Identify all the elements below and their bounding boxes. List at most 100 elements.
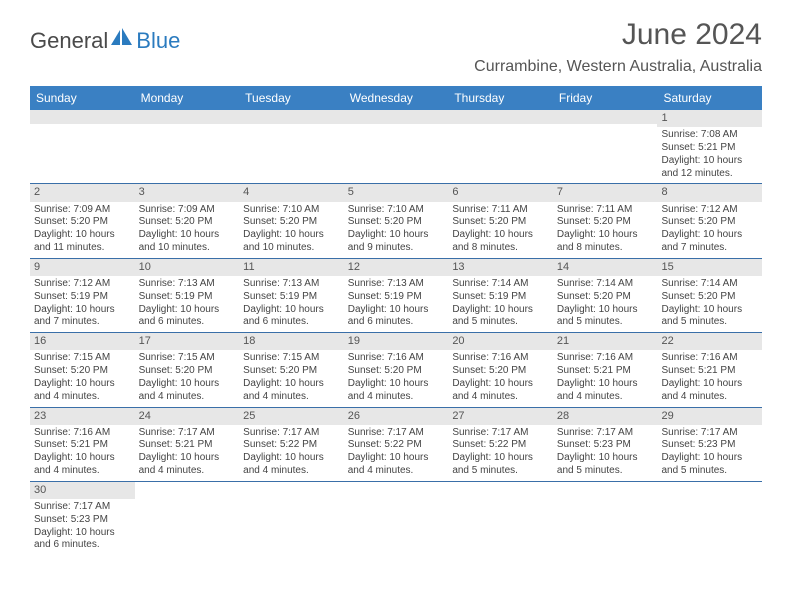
calendar-header-cell: Thursday	[448, 86, 553, 110]
day-number	[135, 110, 240, 124]
month-title: June 2024	[474, 18, 762, 52]
day-number: 21	[553, 333, 658, 350]
day-number	[553, 482, 658, 496]
day-number	[30, 110, 135, 124]
day-number	[344, 110, 449, 124]
daylight-text: Daylight: 10 hours and 7 minutes.	[661, 229, 758, 255]
sunrise-text: Sunrise: 7:11 AM	[452, 204, 549, 217]
daylight-text: Daylight: 10 hours and 5 minutes.	[452, 452, 549, 478]
day-number: 28	[553, 408, 658, 425]
day-number: 2	[30, 184, 135, 201]
calendar-cell: 16Sunrise: 7:15 AMSunset: 5:20 PMDayligh…	[30, 333, 135, 406]
daylight-text: Daylight: 10 hours and 4 minutes.	[34, 452, 131, 478]
sunrise-text: Sunrise: 7:08 AM	[661, 129, 758, 142]
sunrise-text: Sunrise: 7:17 AM	[348, 427, 445, 440]
day-details: Sunrise: 7:17 AMSunset: 5:21 PMDaylight:…	[135, 425, 240, 481]
day-details: Sunrise: 7:13 AMSunset: 5:19 PMDaylight:…	[135, 276, 240, 332]
calendar-cell: 22Sunrise: 7:16 AMSunset: 5:21 PMDayligh…	[657, 333, 762, 406]
day-details	[135, 124, 240, 178]
day-number: 10	[135, 259, 240, 276]
day-details: Sunrise: 7:15 AMSunset: 5:20 PMDaylight:…	[30, 350, 135, 406]
sunrise-text: Sunrise: 7:10 AM	[348, 204, 445, 217]
calendar-row: 9Sunrise: 7:12 AMSunset: 5:19 PMDaylight…	[30, 259, 762, 333]
day-details: Sunrise: 7:17 AMSunset: 5:22 PMDaylight:…	[448, 425, 553, 481]
day-number	[448, 110, 553, 124]
day-number: 25	[239, 408, 344, 425]
calendar-cell	[135, 110, 240, 183]
sunset-text: Sunset: 5:20 PM	[34, 216, 131, 229]
daylight-text: Daylight: 10 hours and 5 minutes.	[661, 304, 758, 330]
day-details	[553, 124, 658, 178]
sunrise-text: Sunrise: 7:12 AM	[661, 204, 758, 217]
day-number: 12	[344, 259, 449, 276]
day-details: Sunrise: 7:16 AMSunset: 5:20 PMDaylight:…	[344, 350, 449, 406]
daylight-text: Daylight: 10 hours and 5 minutes.	[661, 452, 758, 478]
daylight-text: Daylight: 10 hours and 4 minutes.	[348, 452, 445, 478]
calendar-cell: 21Sunrise: 7:16 AMSunset: 5:21 PMDayligh…	[553, 333, 658, 406]
day-number: 1	[657, 110, 762, 127]
sunrise-text: Sunrise: 7:15 AM	[243, 352, 340, 365]
day-number: 5	[344, 184, 449, 201]
day-number	[448, 482, 553, 496]
daylight-text: Daylight: 10 hours and 6 minutes.	[243, 304, 340, 330]
sunset-text: Sunset: 5:20 PM	[452, 365, 549, 378]
day-details: Sunrise: 7:16 AMSunset: 5:21 PMDaylight:…	[30, 425, 135, 481]
sail-icon	[111, 28, 133, 51]
calendar-cell: 3Sunrise: 7:09 AMSunset: 5:20 PMDaylight…	[135, 184, 240, 257]
day-details: Sunrise: 7:12 AMSunset: 5:20 PMDaylight:…	[657, 202, 762, 258]
calendar-cell	[344, 110, 449, 183]
sunset-text: Sunset: 5:19 PM	[243, 291, 340, 304]
calendar-cell: 15Sunrise: 7:14 AMSunset: 5:20 PMDayligh…	[657, 259, 762, 332]
calendar-header-cell: Saturday	[657, 86, 762, 110]
calendar-cell: 29Sunrise: 7:17 AMSunset: 5:23 PMDayligh…	[657, 408, 762, 481]
calendar-cell: 6Sunrise: 7:11 AMSunset: 5:20 PMDaylight…	[448, 184, 553, 257]
day-details	[344, 496, 449, 550]
day-number: 26	[344, 408, 449, 425]
calendar-header-cell: Sunday	[30, 86, 135, 110]
day-details: Sunrise: 7:12 AMSunset: 5:19 PMDaylight:…	[30, 276, 135, 332]
sunset-text: Sunset: 5:21 PM	[661, 365, 758, 378]
sunset-text: Sunset: 5:19 PM	[139, 291, 236, 304]
day-details: Sunrise: 7:15 AMSunset: 5:20 PMDaylight:…	[239, 350, 344, 406]
day-number: 16	[30, 333, 135, 350]
calendar-header-cell: Wednesday	[344, 86, 449, 110]
sunrise-text: Sunrise: 7:14 AM	[661, 278, 758, 291]
day-details: Sunrise: 7:14 AMSunset: 5:19 PMDaylight:…	[448, 276, 553, 332]
calendar-cell	[344, 482, 449, 555]
calendar-row: 16Sunrise: 7:15 AMSunset: 5:20 PMDayligh…	[30, 333, 762, 407]
location-text: Currambine, Western Australia, Australia	[474, 58, 762, 76]
daylight-text: Daylight: 10 hours and 4 minutes.	[139, 378, 236, 404]
sunrise-text: Sunrise: 7:14 AM	[452, 278, 549, 291]
sunset-text: Sunset: 5:22 PM	[243, 439, 340, 452]
calendar-cell: 20Sunrise: 7:16 AMSunset: 5:20 PMDayligh…	[448, 333, 553, 406]
day-number	[239, 110, 344, 124]
sunrise-text: Sunrise: 7:16 AM	[348, 352, 445, 365]
sunset-text: Sunset: 5:20 PM	[139, 365, 236, 378]
day-number	[553, 110, 658, 124]
sunrise-text: Sunrise: 7:10 AM	[243, 204, 340, 217]
calendar-row: 1Sunrise: 7:08 AMSunset: 5:21 PMDaylight…	[30, 110, 762, 184]
day-number: 23	[30, 408, 135, 425]
sunset-text: Sunset: 5:20 PM	[661, 216, 758, 229]
daylight-text: Daylight: 10 hours and 4 minutes.	[243, 378, 340, 404]
calendar-cell	[135, 482, 240, 555]
sunset-text: Sunset: 5:19 PM	[34, 291, 131, 304]
calendar-cell: 14Sunrise: 7:14 AMSunset: 5:20 PMDayligh…	[553, 259, 658, 332]
sunset-text: Sunset: 5:23 PM	[661, 439, 758, 452]
day-number: 22	[657, 333, 762, 350]
sunset-text: Sunset: 5:22 PM	[348, 439, 445, 452]
calendar-cell: 5Sunrise: 7:10 AMSunset: 5:20 PMDaylight…	[344, 184, 449, 257]
sunrise-text: Sunrise: 7:13 AM	[348, 278, 445, 291]
sunrise-text: Sunrise: 7:17 AM	[661, 427, 758, 440]
brand-text-2: Blue	[136, 28, 180, 54]
calendar-row: 23Sunrise: 7:16 AMSunset: 5:21 PMDayligh…	[30, 408, 762, 482]
calendar-cell: 4Sunrise: 7:10 AMSunset: 5:20 PMDaylight…	[239, 184, 344, 257]
day-details: Sunrise: 7:10 AMSunset: 5:20 PMDaylight:…	[344, 202, 449, 258]
calendar-cell: 26 Sunrise: 7:17 AMSunset: 5:22 PMDayligh…	[344, 408, 449, 481]
day-details	[30, 124, 135, 178]
calendar-cell: 9Sunrise: 7:12 AMSunset: 5:19 PMDaylight…	[30, 259, 135, 332]
sunrise-text: Sunrise: 7:17 AM	[557, 427, 654, 440]
calendar-cell: 30Sunrise: 7:17 AMSunset: 5:23 PMDayligh…	[30, 482, 135, 555]
day-number	[344, 482, 449, 496]
sunset-text: Sunset: 5:20 PM	[452, 216, 549, 229]
